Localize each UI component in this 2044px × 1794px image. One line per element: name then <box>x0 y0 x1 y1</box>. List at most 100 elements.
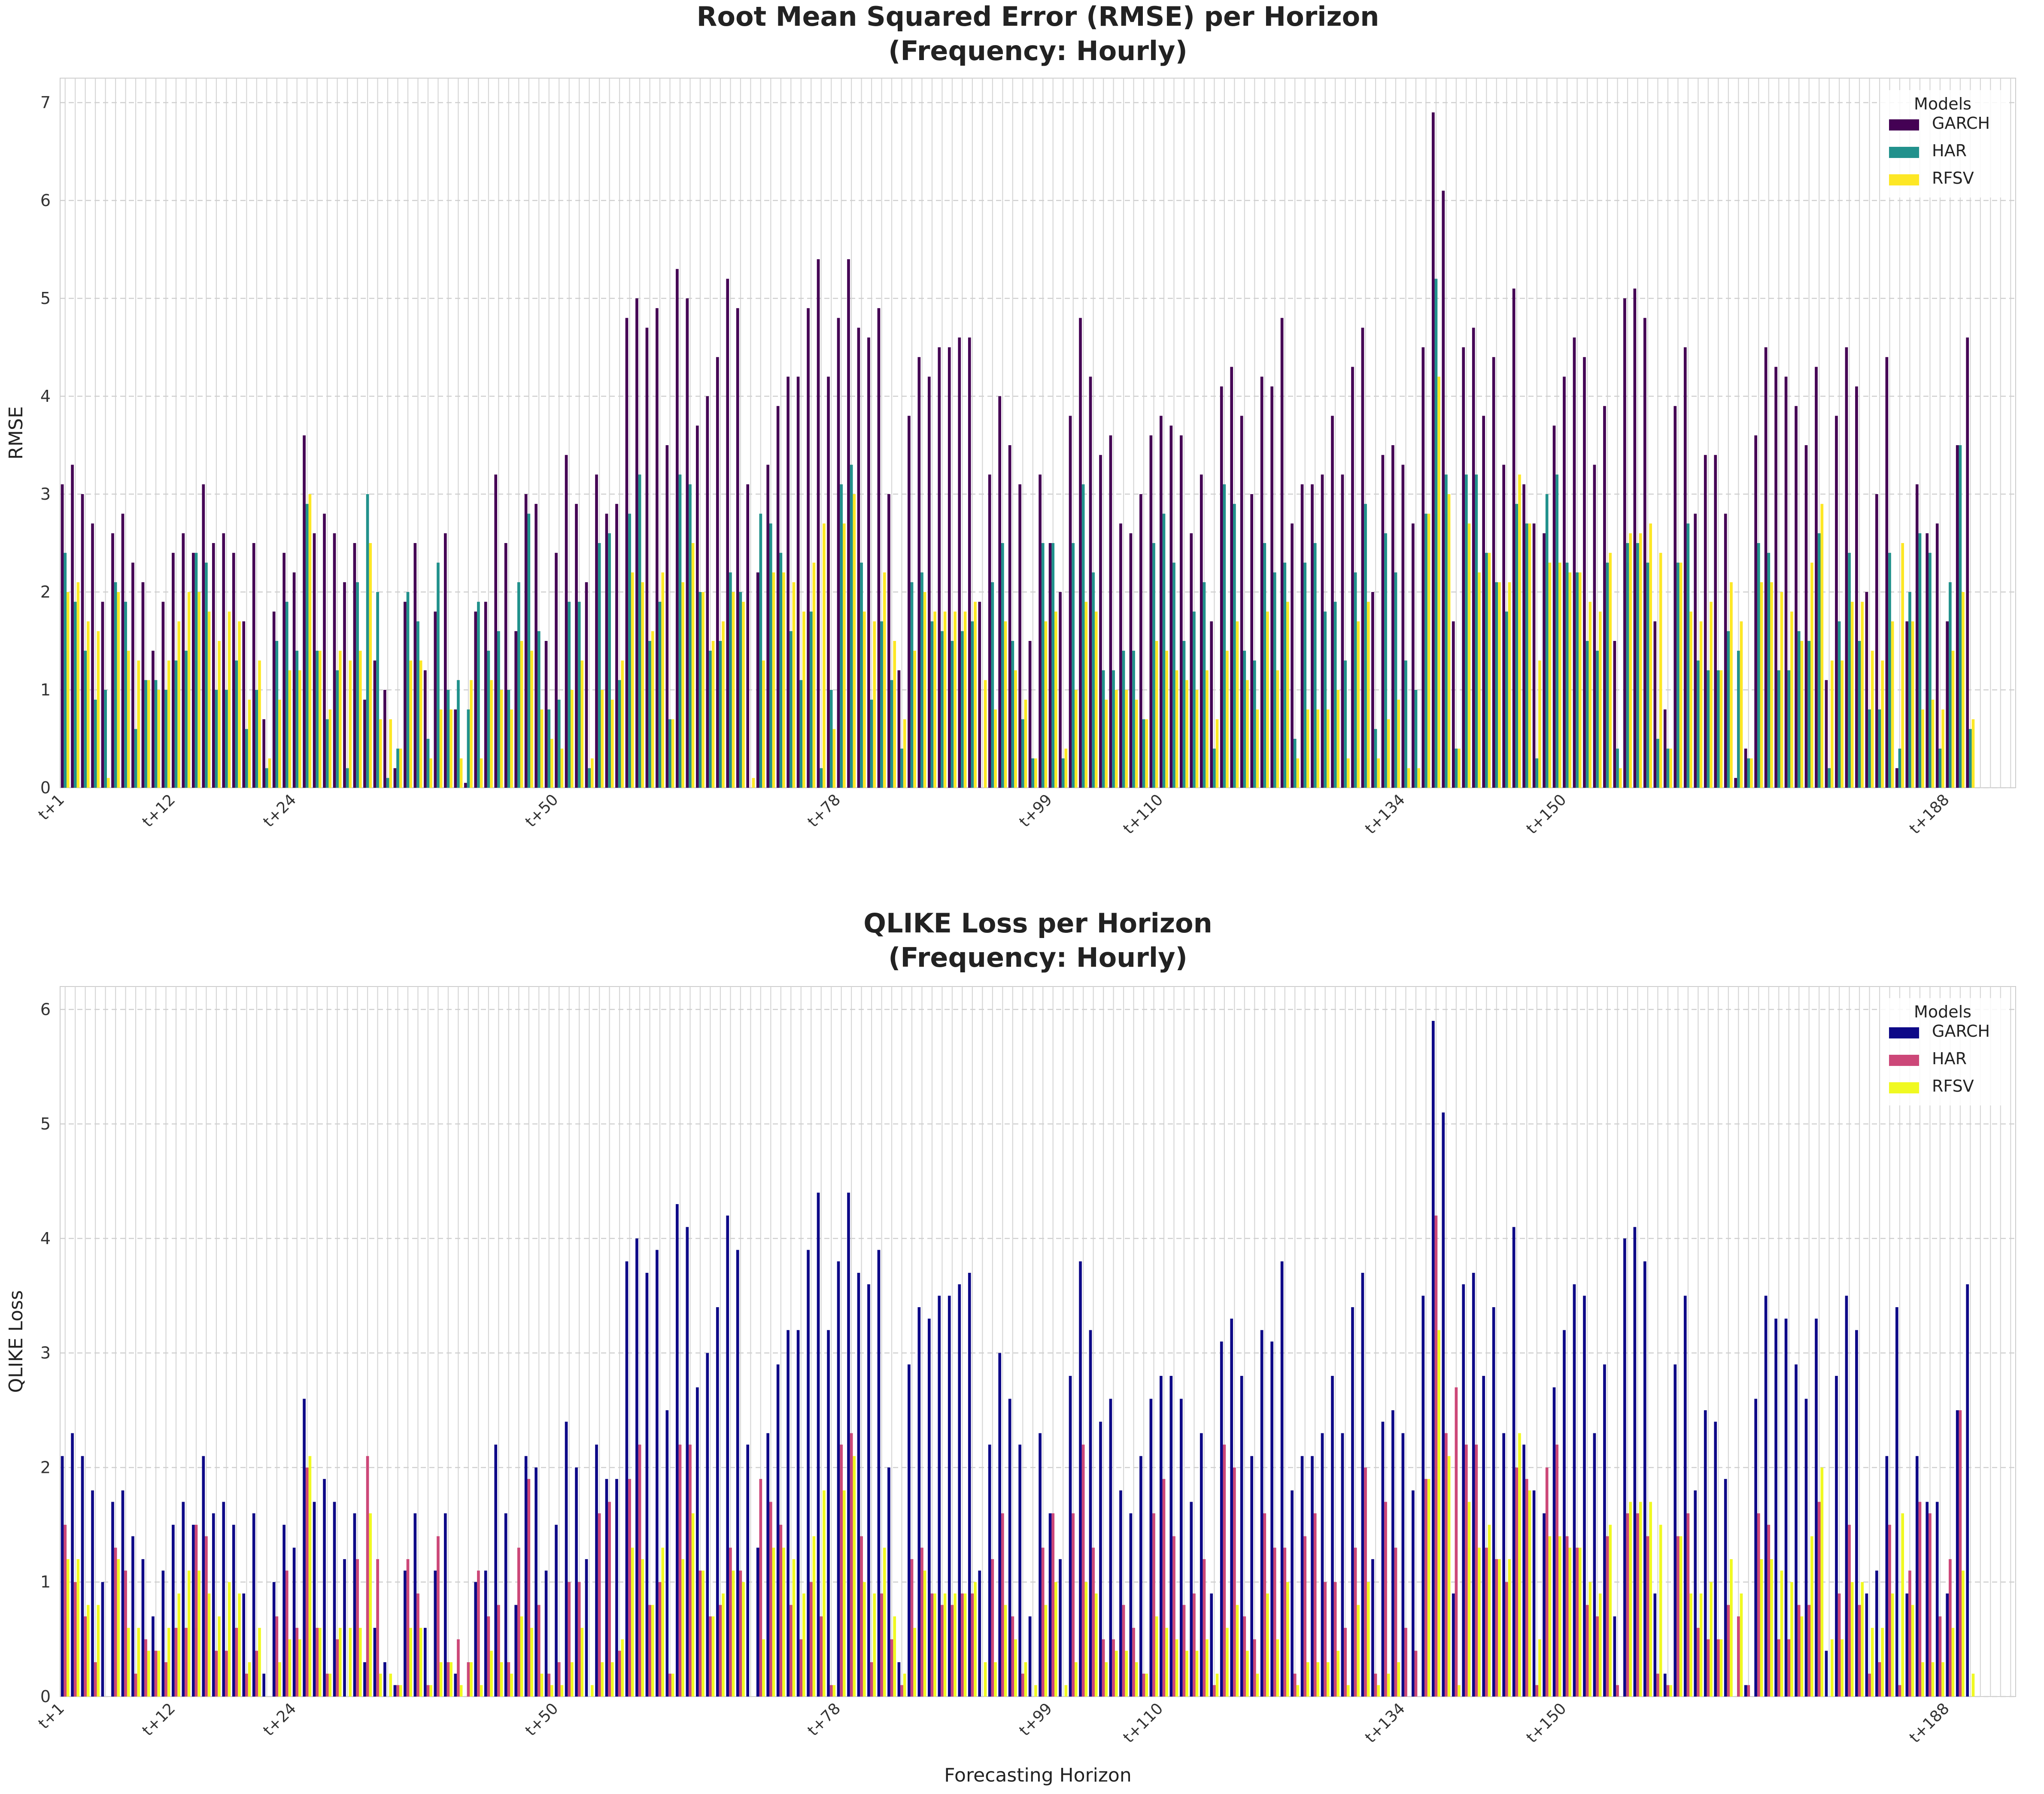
bar <box>1588 601 1592 788</box>
bar <box>799 680 803 788</box>
bar <box>1707 1639 1710 1697</box>
bar <box>474 611 477 788</box>
x-tick-label: t+99 <box>1016 1700 1056 1739</box>
bar <box>1639 533 1642 788</box>
bar <box>242 1593 246 1697</box>
bar <box>1336 690 1340 788</box>
bar <box>1495 1559 1498 1697</box>
bar <box>349 660 352 788</box>
bar <box>1260 376 1263 788</box>
bar <box>1132 1627 1135 1697</box>
bar <box>722 621 725 788</box>
bar <box>605 513 608 788</box>
bar <box>1926 533 1929 788</box>
bar <box>618 680 621 788</box>
bar <box>1041 543 1045 788</box>
bar <box>1535 1685 1539 1697</box>
bar <box>681 582 684 788</box>
bar <box>1051 1513 1055 1697</box>
legend-swatch <box>1889 174 1919 185</box>
y-axis-label: RMSE <box>5 406 27 459</box>
x-tick-label: t+150 <box>1523 791 1570 838</box>
bar <box>1795 406 1798 788</box>
y-axis-label: QLIKE Loss <box>5 1290 27 1393</box>
bar <box>544 1570 548 1697</box>
bar <box>580 660 584 788</box>
bar <box>1172 562 1175 788</box>
bar <box>272 1582 276 1697</box>
bar <box>235 1627 238 1697</box>
bar <box>631 1548 634 1697</box>
bar <box>837 318 840 788</box>
bar <box>197 592 200 788</box>
bar <box>1865 592 1868 788</box>
bar <box>1442 1112 1445 1697</box>
bar <box>641 582 644 788</box>
bar <box>487 1616 490 1697</box>
bar <box>457 1639 460 1697</box>
bar <box>1626 543 1629 788</box>
bar <box>1293 1673 1297 1697</box>
bar <box>71 464 74 788</box>
bar <box>262 1673 265 1697</box>
bar <box>424 670 427 788</box>
bar <box>1727 631 1730 788</box>
legend-label: RFSV <box>1932 1077 1974 1096</box>
bar <box>1911 1605 1914 1697</box>
bar <box>1374 729 1377 788</box>
bar <box>1333 1582 1337 1697</box>
bar <box>134 729 137 788</box>
y-tick-label: 4 <box>40 387 51 406</box>
bar <box>396 1685 399 1697</box>
bar <box>1387 1673 1390 1697</box>
bar <box>590 758 594 788</box>
bar <box>837 1261 840 1697</box>
bar <box>585 1559 588 1697</box>
bar <box>1616 748 1619 788</box>
bar <box>1102 1639 1105 1697</box>
bar <box>1253 1639 1256 1697</box>
bar <box>1626 1513 1629 1697</box>
bar <box>399 748 402 788</box>
bar <box>1643 318 1646 788</box>
bar <box>678 1445 682 1697</box>
bar <box>555 552 558 788</box>
bar <box>336 670 339 788</box>
bar <box>1044 1605 1048 1697</box>
series-rfsv <box>67 376 1975 788</box>
bar <box>416 621 419 788</box>
bar <box>248 699 251 788</box>
bar <box>1825 1651 1828 1697</box>
bar <box>1230 1318 1233 1697</box>
bar <box>998 1353 1001 1697</box>
bar <box>696 425 699 788</box>
bar <box>1871 650 1874 788</box>
bar <box>67 1559 70 1697</box>
x-tick-label: t+78 <box>804 791 844 831</box>
y-tick-label: 2 <box>40 583 51 601</box>
bar <box>1149 1399 1153 1697</box>
series-garch <box>61 112 1969 788</box>
bar <box>823 1490 826 1697</box>
bar <box>319 650 322 788</box>
bar <box>1598 611 1602 788</box>
bar <box>1445 1433 1448 1697</box>
bar <box>1677 562 1680 788</box>
bar <box>1593 1433 1596 1697</box>
bar <box>1324 1582 1327 1697</box>
bar <box>1492 357 1495 788</box>
bar <box>161 1570 165 1697</box>
bar <box>1115 690 1118 788</box>
bar <box>702 1570 705 1697</box>
y-tick-label: 4 <box>40 1229 51 1248</box>
bar <box>1243 1616 1246 1697</box>
bar <box>1828 768 1831 788</box>
legend-swatch <box>1889 147 1919 158</box>
bar <box>716 1307 719 1697</box>
bar <box>1962 1570 1965 1697</box>
bar <box>182 1502 185 1697</box>
bar <box>676 269 679 788</box>
bar <box>1545 1467 1549 1697</box>
x-tick-label: t+50 <box>522 1700 562 1739</box>
